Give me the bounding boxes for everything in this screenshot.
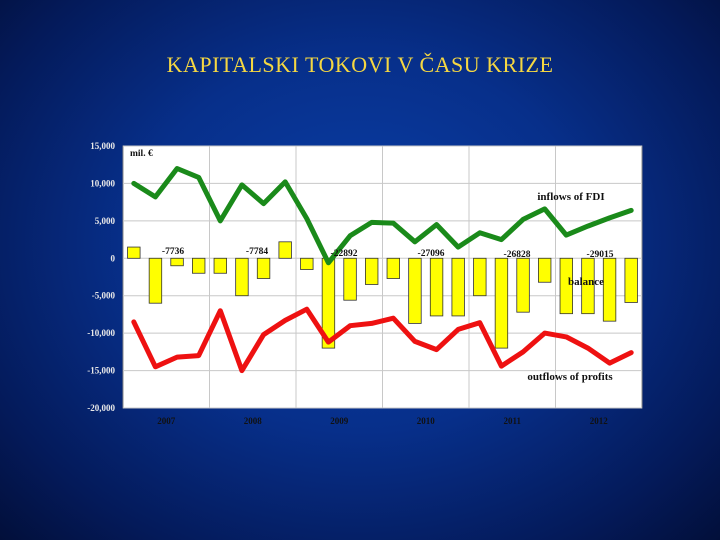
balance-bar xyxy=(170,257,184,267)
y-tick-label: 0 xyxy=(111,253,116,263)
annual-sum-annotation: -22892 xyxy=(331,249,358,259)
slide-title: KAPITALSKI TOKOVI V ČASU KRIZE xyxy=(166,52,554,77)
x-tick-label: 2008 xyxy=(244,416,263,426)
balance-bar xyxy=(516,257,530,313)
balance-bar xyxy=(429,257,444,317)
outflows-of-profits-label: outflows of profits xyxy=(527,371,613,383)
balance-bar xyxy=(192,257,206,274)
unit-label: mil. € xyxy=(130,149,153,159)
y-tick-label: 15,000 xyxy=(90,141,115,151)
annual-sum-annotation: -26828 xyxy=(504,250,531,260)
balance-bar xyxy=(213,257,227,274)
annual-sum-annotation: -7736 xyxy=(162,247,184,257)
y-tick-label: -15,000 xyxy=(87,366,115,376)
x-tick-label: 2012 xyxy=(590,416,609,426)
balance-bar xyxy=(494,257,509,349)
balance-bar xyxy=(559,257,573,315)
balance-bar xyxy=(624,257,638,303)
y-tick-label: 5,000 xyxy=(95,216,116,226)
balance-bar xyxy=(235,257,249,297)
inflows-of-fdi-label: inflows of FDI xyxy=(537,191,604,203)
balance-bar xyxy=(148,257,163,304)
y-tick-label: -20,000 xyxy=(87,403,115,413)
balance-bar xyxy=(538,257,552,283)
balance-bar xyxy=(451,257,465,317)
balance-bar xyxy=(602,257,617,322)
y-tick-label: -10,000 xyxy=(87,328,115,338)
annual-sum-annotation: -27096 xyxy=(418,249,445,259)
balance-bar xyxy=(386,257,400,279)
balance-bar xyxy=(343,257,357,301)
balance-bar xyxy=(300,257,314,270)
x-tick-label: 2009 xyxy=(330,416,349,426)
x-tick-label: 2011 xyxy=(503,416,521,426)
balance-label: balance xyxy=(568,276,604,288)
x-tick-label: 2010 xyxy=(417,416,436,426)
outflows-of-profits-line xyxy=(131,306,634,374)
balance-bar xyxy=(127,246,141,259)
y-tick-label: 10,000 xyxy=(90,178,115,188)
balance-bar xyxy=(408,257,422,324)
x-tick-label: 2007 xyxy=(157,416,176,426)
y-tick-label: -5,000 xyxy=(92,291,116,301)
balance-bar xyxy=(365,257,379,285)
balance-bar xyxy=(256,257,271,279)
balance-bar xyxy=(473,257,487,297)
inflows-of-fdi-line xyxy=(131,166,634,266)
balance-bar xyxy=(278,241,292,259)
annual-sum-annotation: -7784 xyxy=(246,247,268,257)
balance-bar xyxy=(581,257,595,315)
annual-sum-annotation: -29015 xyxy=(587,250,614,260)
